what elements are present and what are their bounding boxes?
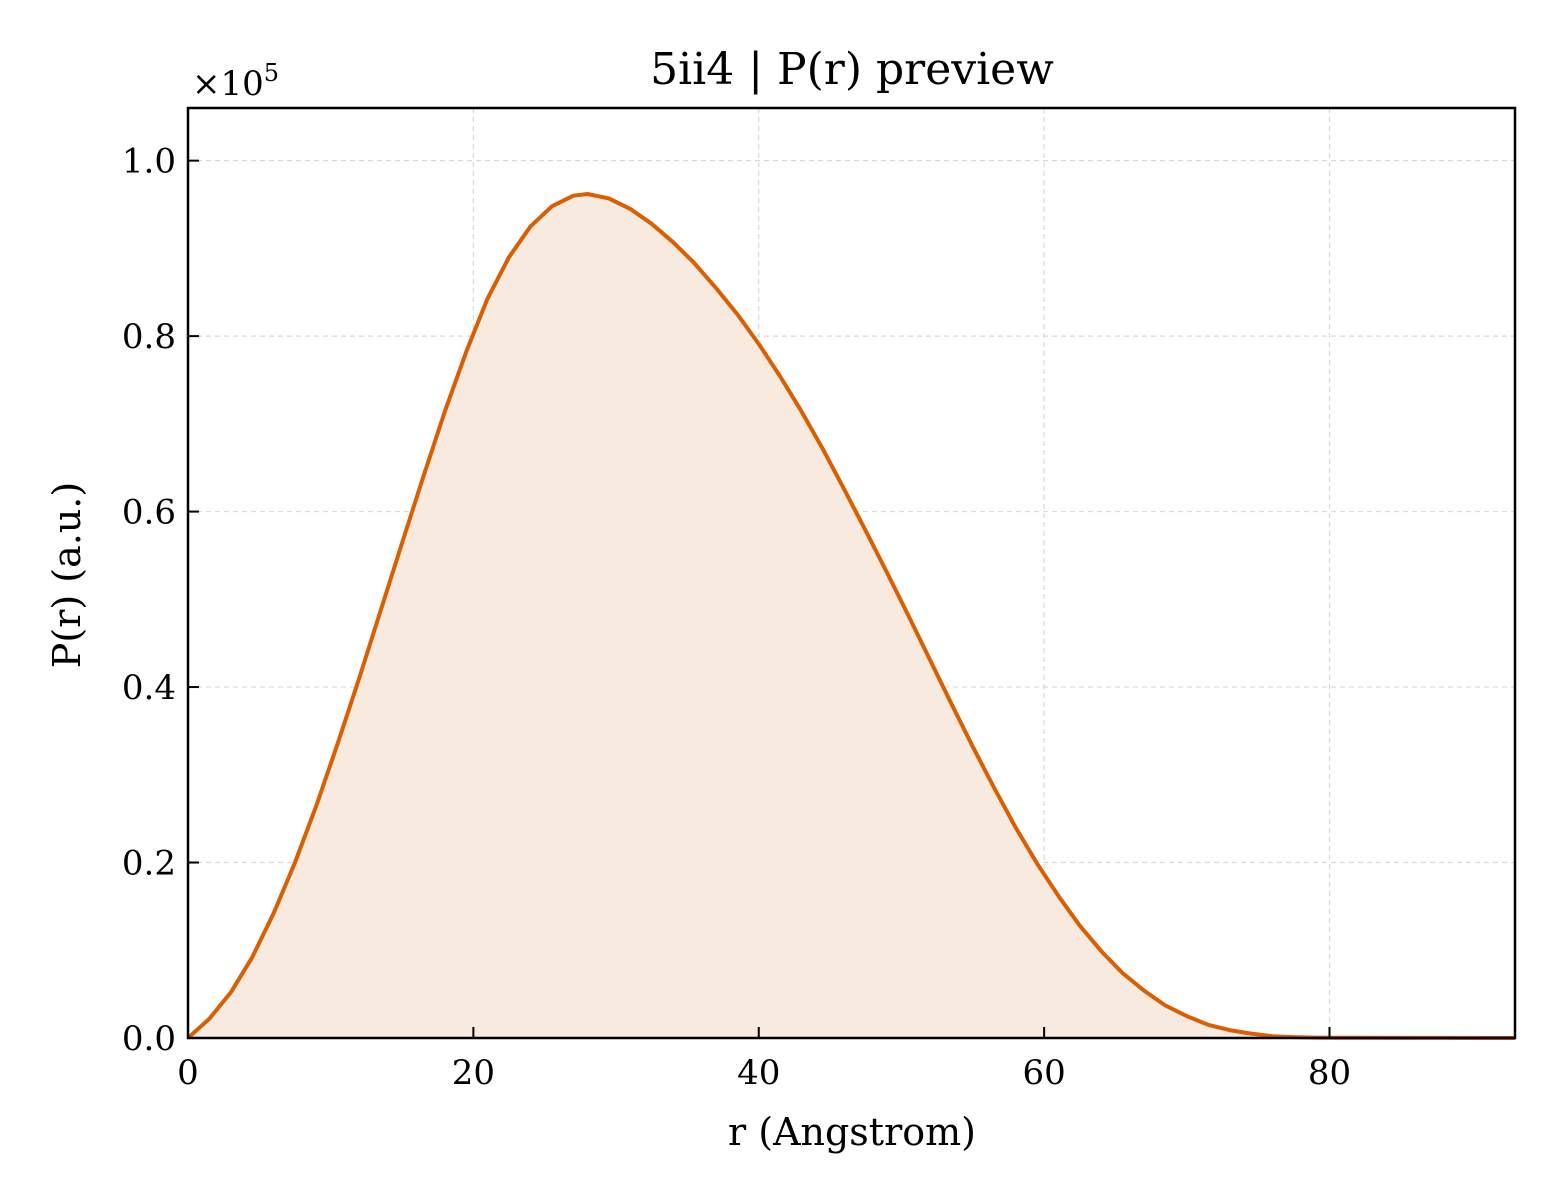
y-tick-label: 0.4 bbox=[122, 668, 176, 708]
x-tick-label: 80 bbox=[1308, 1053, 1351, 1093]
y-tick-label: 0.6 bbox=[122, 493, 176, 533]
pr-area-fill bbox=[188, 194, 1515, 1038]
y-tick-label: 0.2 bbox=[122, 844, 176, 884]
y-tick-label: 1.0 bbox=[122, 142, 176, 182]
x-tick-label: 40 bbox=[737, 1053, 780, 1093]
x-tick-label: 0 bbox=[177, 1053, 199, 1093]
plot-frame bbox=[186, 106, 1517, 1040]
ticks-layer bbox=[187, 159, 1331, 1039]
y-axis-label: P(r) (a.u.) bbox=[45, 482, 89, 668]
y-tick-label: 0.0 bbox=[122, 1019, 176, 1059]
x-tick-label: 20 bbox=[452, 1053, 495, 1093]
y-multiplier-exponent: 5 bbox=[264, 59, 279, 87]
x-tick-label: 60 bbox=[1022, 1053, 1065, 1093]
chart-title: 5ii4 | P(r) preview bbox=[650, 44, 1054, 95]
x-axis-label: r (Angstrom) bbox=[728, 1110, 976, 1154]
y-multiplier: ×105 bbox=[192, 59, 279, 104]
y-multiplier-base: ×10 bbox=[192, 64, 264, 104]
pr-curve-line bbox=[186, 192, 1516, 1040]
y-tick-label: 0.8 bbox=[122, 317, 176, 357]
